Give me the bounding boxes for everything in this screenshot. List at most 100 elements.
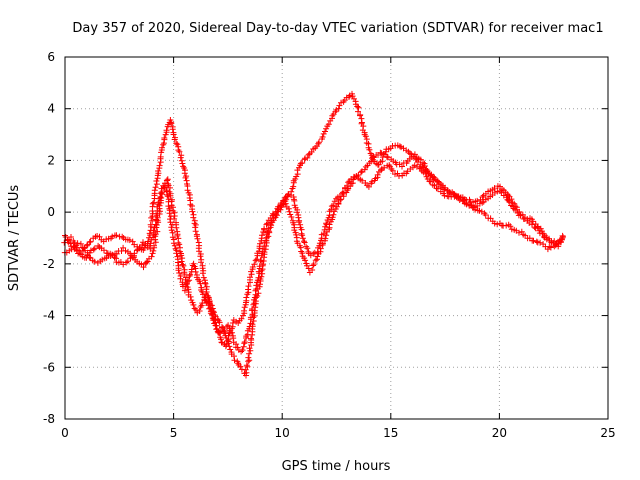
data-point [366,146,373,153]
data-point [441,186,448,193]
data-point [171,213,178,219]
data-point [323,220,330,227]
y-tick-label: -4 [43,309,55,323]
data-point [211,309,217,316]
data-point [256,263,263,270]
data-point [328,206,335,213]
data-point [241,304,248,311]
data-point [226,343,233,350]
data-point [427,178,434,185]
data-point [516,229,522,236]
y-tick-label: 0 [47,205,55,219]
data-point [245,283,252,290]
data-point [262,237,269,244]
series-sdtvar [61,90,566,379]
data-point [183,280,190,287]
data-point [187,271,194,278]
data-point [320,230,327,237]
data-point [322,128,328,135]
data-point [285,205,292,212]
data-point [168,227,175,234]
data-point [312,257,319,264]
data-point [164,177,171,184]
data-point [355,108,361,115]
data-point [560,234,566,240]
data-point [304,154,311,161]
data-point [531,224,538,231]
data-point [151,242,157,249]
data-point [167,192,174,199]
data-point [124,258,131,265]
data-point [242,366,249,373]
data-point [205,294,212,301]
data-point [249,311,256,318]
y-tick-label: 2 [47,153,55,167]
data-point [365,183,372,190]
data-point [163,127,170,134]
data-point [290,183,297,190]
y-tick-label: 6 [47,50,55,64]
data-point [408,154,415,161]
data-point [389,167,396,174]
data-point [152,239,159,246]
data-point [168,120,175,127]
data-point [176,148,183,155]
data-point [260,245,266,252]
data-point [417,156,424,163]
data-point [243,362,250,369]
data-point [323,125,330,132]
data-point [104,250,111,257]
data-point [165,203,172,210]
data-point [130,254,137,261]
data-point [179,261,186,268]
data-point [406,150,413,157]
data-point [154,228,161,235]
data-point [255,268,262,275]
data-point [174,141,181,148]
data-point [150,247,157,254]
data-point [445,187,451,194]
data-point [189,208,196,215]
data-point [156,202,163,209]
data-point [338,99,344,106]
data-point [182,174,189,181]
data-point [285,191,292,198]
data-point [557,239,564,246]
data-point [257,240,263,247]
data-point [194,235,201,242]
data-point [177,275,184,282]
data-point [199,288,206,295]
data-point [210,308,217,315]
data-point [421,163,428,169]
data-point [223,334,230,341]
data-point [255,274,262,281]
data-point [221,327,228,334]
data-point [435,178,441,185]
data-point [305,151,312,158]
data-point [61,239,68,246]
data-point [530,237,537,244]
data-point [316,139,322,146]
x-tick-label: 20 [492,426,507,440]
data-point [301,239,308,246]
data-point [176,241,183,248]
data-point [238,348,245,355]
data-point [224,337,231,344]
x-tick-label: 5 [170,426,178,440]
data-point [380,151,387,158]
data-point [199,300,206,307]
data-point [309,267,316,273]
data-point [160,141,167,148]
data-point [192,268,199,275]
data-point [479,194,486,200]
data-point [95,242,102,249]
data-point [264,220,271,227]
data-point [357,112,363,119]
data-point [246,357,253,364]
data-point [210,317,217,324]
data-point [288,214,295,220]
data-point [518,228,525,235]
data-point [494,221,501,228]
data-point [171,242,178,249]
data-point [494,188,501,195]
